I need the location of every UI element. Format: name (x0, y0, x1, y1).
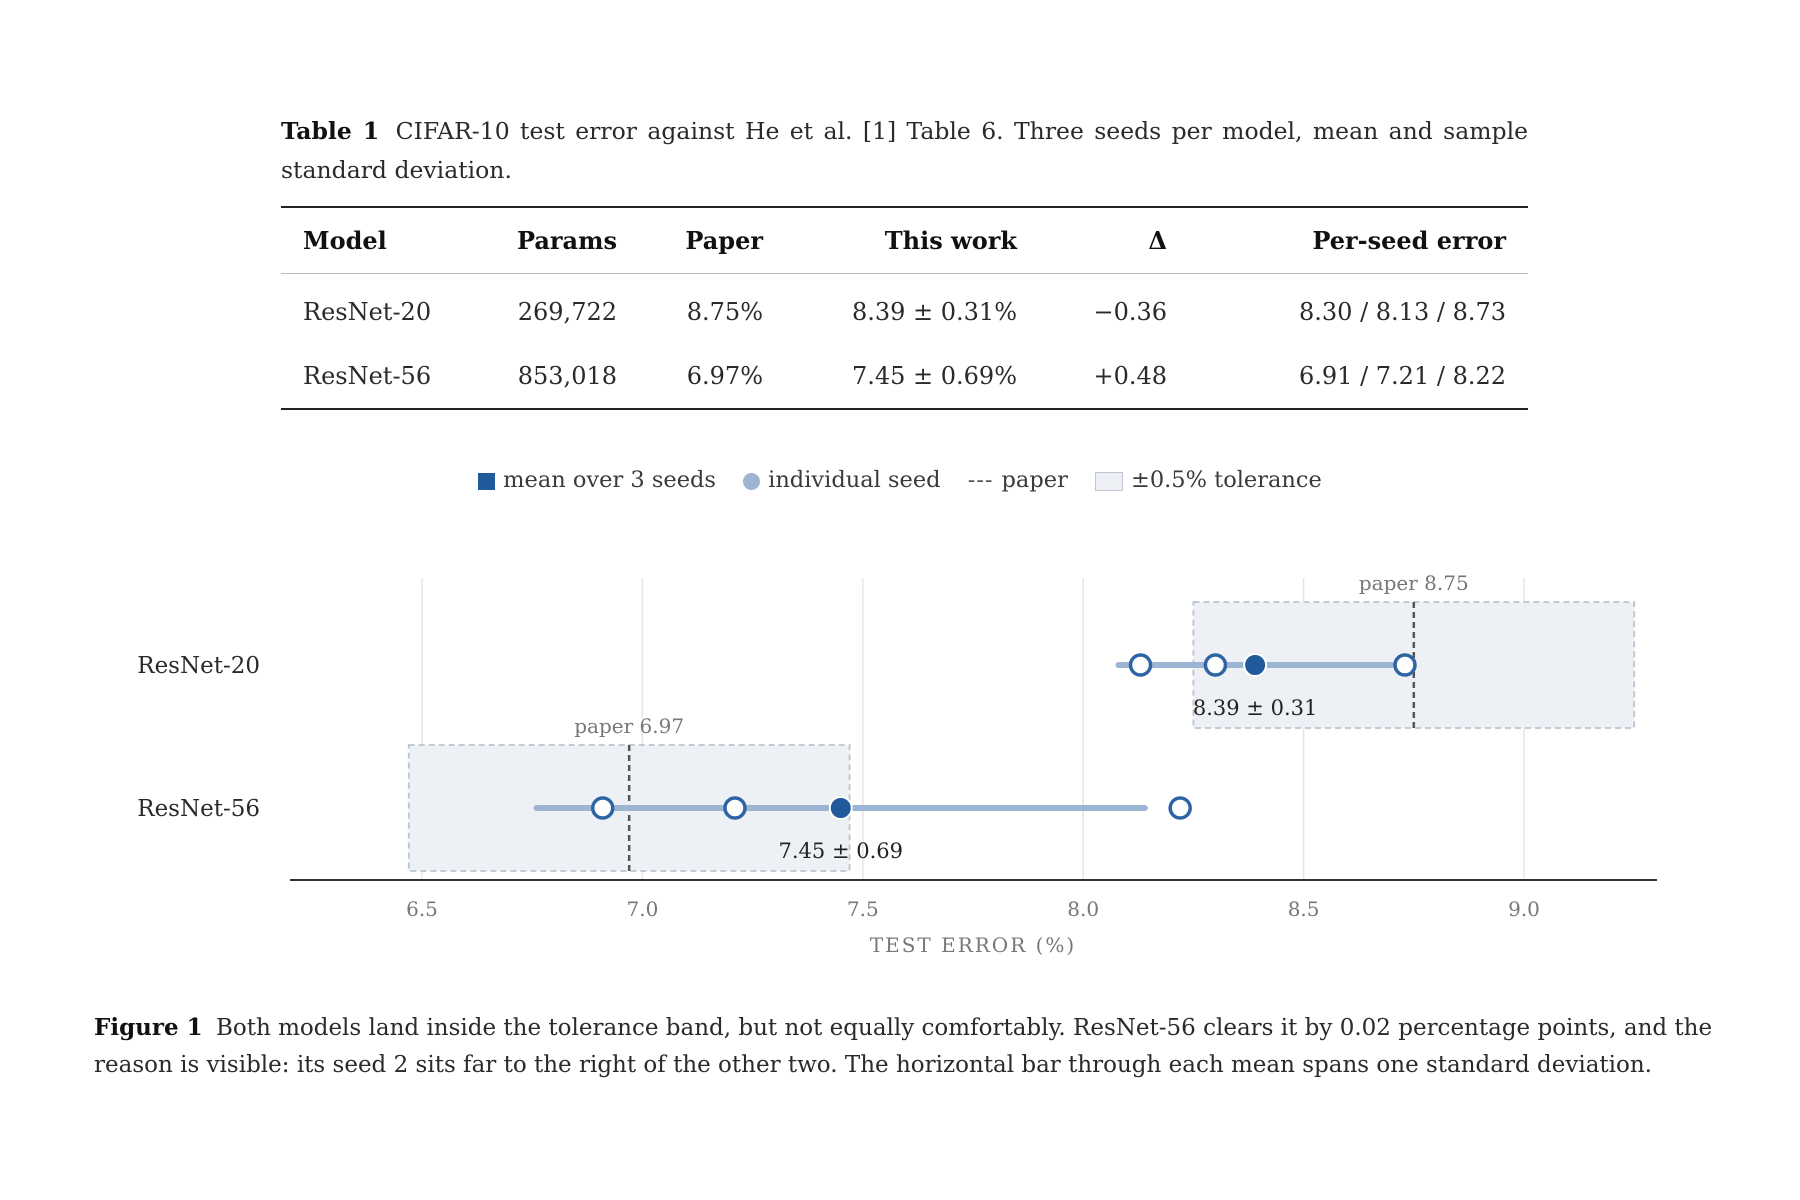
chart-legend: mean over 3 seeds individual seed --- pap… (0, 466, 1800, 493)
legend-label-mean: mean over 3 seeds (503, 467, 716, 493)
header-model: Model (303, 226, 387, 255)
legend-label-paper: paper (1001, 467, 1068, 493)
cell-delta: +0.48 (1093, 362, 1167, 390)
legend-item-tolerance: ±0.5% tolerance (1094, 467, 1322, 493)
figure-caption: Figure 1 Both models land inside the tol… (94, 1009, 1719, 1084)
header-per-seed: Per-seed error (1312, 226, 1506, 255)
data-points (590, 653, 1417, 820)
x-tick-label: 9.0 (1508, 897, 1540, 921)
x-tick-label: 7.0 (626, 897, 658, 921)
table-caption: Table 1 CIFAR-10 test error against He e… (281, 112, 1528, 190)
cell-paper: 8.75% (686, 298, 763, 326)
figure-caption-text: Both models land inside the tolerance ba… (94, 1015, 1713, 1078)
mean-label: 8.39 ± 0.31 (1193, 696, 1317, 720)
x-axis: 6.5 7.0 7.5 8.0 8.5 9.0 TEST ERROR (%) (290, 879, 1657, 957)
table-caption-text: CIFAR-10 test error against He et al. [1… (281, 117, 1528, 184)
header-delta: Δ (1148, 226, 1167, 255)
table-row: ResNet-56 853,018 6.97% 7.45 ± 0.69% +0.… (281, 344, 1528, 409)
legend-dashes: --- (967, 467, 994, 493)
x-tick-label: 8.0 (1067, 897, 1099, 921)
header-this-work: This work (884, 226, 1017, 255)
cell-model: ResNet-56 (303, 362, 432, 390)
seed-point (1203, 653, 1228, 677)
table-row: ResNet-20 269,722 8.75% 8.39 ± 0.31% −0.… (281, 274, 1528, 345)
seed-point (1128, 653, 1153, 677)
x-tick-label: 7.5 (847, 897, 879, 921)
legend-label-seed: individual seed (768, 467, 941, 493)
row-label: ResNet-56 (137, 796, 260, 822)
seed-point (1393, 653, 1417, 677)
cell-this-work: 8.39 ± 0.31% (851, 298, 1017, 326)
cell-model: ResNet-20 (303, 298, 432, 326)
legend-item-paper: --- paper (968, 467, 1068, 493)
tolerance-swatch-icon (1094, 471, 1123, 491)
results-table: Model Params Paper This work Δ Per-seed … (281, 206, 1528, 410)
cell-params: 853,018 (517, 362, 617, 390)
table-caption-label: Table 1 (281, 117, 380, 145)
seed-point (590, 796, 615, 820)
cell-per-seed: 8.30 / 8.13 / 8.73 (1299, 298, 1506, 326)
x-tick-label: 6.5 (406, 897, 438, 921)
table-header-row: Model Params Paper This work Δ Per-seed … (281, 207, 1528, 274)
mean-point (1243, 653, 1268, 677)
legend-label-tolerance: ±0.5% tolerance (1130, 467, 1322, 493)
row-label: ResNet-20 (137, 653, 260, 679)
legend-item-seed: individual seed (743, 467, 941, 493)
mean-point (828, 796, 853, 820)
x-axis-label: TEST ERROR (%) (870, 933, 1076, 957)
paper-label: paper 6.97 (574, 714, 684, 738)
cell-delta: −0.36 (1093, 298, 1167, 326)
filled-circle-icon (743, 472, 761, 490)
cell-paper: 6.97% (686, 362, 763, 390)
legend-item-mean: mean over 3 seeds (478, 467, 716, 493)
mean-label: 7.45 ± 0.69 (779, 839, 903, 863)
seed-point (1168, 796, 1192, 820)
seed-point (723, 796, 747, 820)
x-tick-label: 8.5 (1288, 897, 1320, 921)
header-params: Params (516, 226, 617, 255)
cell-this-work: 7.45 ± 0.69% (851, 362, 1017, 390)
figure-caption-label: Figure 1 (94, 1014, 203, 1041)
cell-per-seed: 6.91 / 7.21 / 8.22 (1299, 362, 1506, 390)
cell-params: 269,722 (517, 298, 617, 326)
chart-labels: paper 8.75 8.39 ± 0.31 ResNet-20 paper 6.97… (137, 571, 1468, 863)
paper-label: paper 8.75 (1359, 571, 1469, 595)
filled-square-icon (478, 472, 496, 490)
header-paper: Paper (685, 226, 763, 255)
